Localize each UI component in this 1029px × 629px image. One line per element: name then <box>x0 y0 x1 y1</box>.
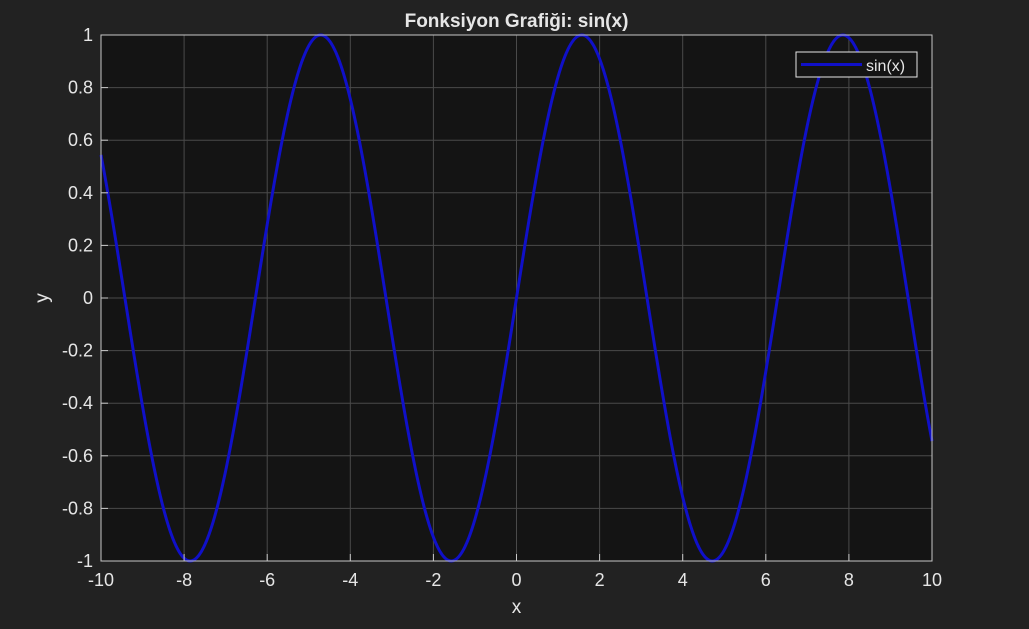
series-line-sin <box>99 33 934 563</box>
y-tick-label: -0.4 <box>62 393 93 413</box>
x-tick-label: 2 <box>595 570 605 590</box>
y-tick-label: 0.6 <box>68 130 93 150</box>
y-tick-label: 0.8 <box>68 78 93 98</box>
y-tick-label: -1 <box>77 551 93 571</box>
x-tick-label: 0 <box>511 570 521 590</box>
x-axis-label: x <box>512 597 522 618</box>
y-axis-label: y <box>32 293 53 303</box>
x-tick-label: -6 <box>259 570 275 590</box>
y-tick-label: 0.2 <box>68 235 93 255</box>
x-tick-label: -10 <box>88 570 114 590</box>
x-tick-label: 4 <box>678 570 688 590</box>
x-tick-label: -4 <box>342 570 358 590</box>
x-tick-label: 8 <box>844 570 854 590</box>
chart-title: Fonksiyon Grafiği: sin(x) <box>405 11 629 32</box>
y-tick-label: 0.4 <box>68 183 93 203</box>
x-tick-label: -8 <box>176 570 192 590</box>
y-tick-label: -0.2 <box>62 341 93 361</box>
tick-labels: -10 -8 -6 -4 -2 0 2 4 6 8 10 1 0.8 0.6 0.4 0.2 0 -0.2 -0.4… <box>62 25 942 590</box>
x-tick-label: 6 <box>761 570 771 590</box>
y-tick-label: -0.8 <box>62 498 93 518</box>
x-tick-label: -2 <box>425 570 441 590</box>
x-tick-label: 10 <box>922 570 942 590</box>
y-tick-label: 1 <box>83 25 93 45</box>
y-tick-label: 0 <box>83 288 93 308</box>
legend-label: sin(x) <box>866 58 905 75</box>
legend: sin(x) <box>795 51 918 78</box>
y-tick-label: -0.6 <box>62 446 93 466</box>
series-layer <box>99 33 934 563</box>
